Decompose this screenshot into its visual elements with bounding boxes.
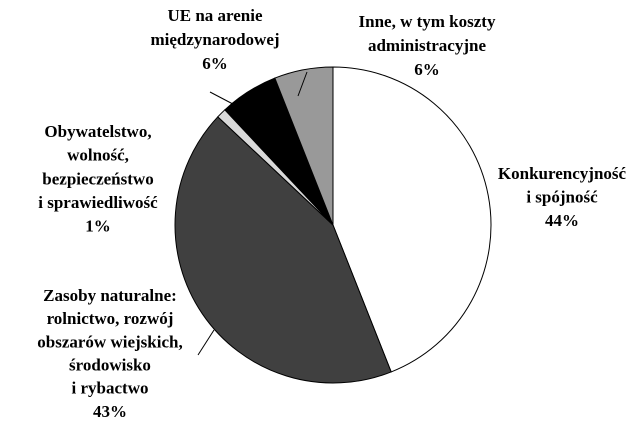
pie-slice xyxy=(274,66,334,226)
value-label: 44% xyxy=(545,211,579,230)
slice-label: i rybactwo xyxy=(72,379,149,398)
slice-label: międzynarodowej xyxy=(150,30,279,49)
value-label: 43% xyxy=(93,402,127,421)
slice-label: Inne, w tym koszty xyxy=(359,12,496,31)
slice-label: Obywatelstwo, xyxy=(44,122,151,141)
leader-line xyxy=(197,329,215,356)
value-label: 6% xyxy=(202,54,228,73)
value-label: 6% xyxy=(414,60,440,79)
slice-label: wolność, xyxy=(67,146,129,165)
pie-slice xyxy=(174,116,392,384)
slice-label: Konkurencyjność xyxy=(498,164,627,183)
leader-line xyxy=(209,91,251,114)
slice-label: obszarów wiejskich, xyxy=(37,332,182,351)
slice-label: i spójność xyxy=(526,187,598,206)
slice-label: rolnictwo, rozwój xyxy=(47,309,174,328)
slice-label: administracyjne xyxy=(368,36,487,55)
slice-label: bezpieczeństwo xyxy=(42,169,153,188)
leader-line xyxy=(297,71,308,97)
slice-label: UE na arenie xyxy=(167,6,263,25)
slice-label: środowisko xyxy=(69,356,151,375)
slice-label: i sprawiedliwość xyxy=(38,193,158,212)
value-label: 1% xyxy=(85,217,111,236)
slice-label: Zasoby naturalne: xyxy=(43,286,177,305)
pie-slice xyxy=(332,66,492,373)
